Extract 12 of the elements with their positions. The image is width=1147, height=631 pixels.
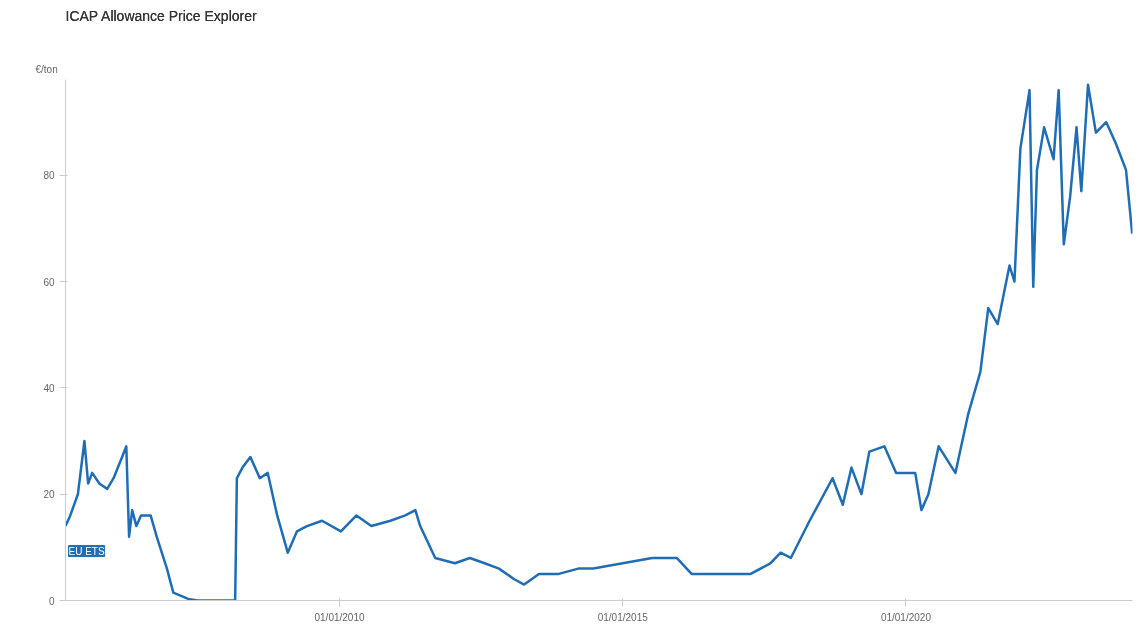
y-tick-label: 40 (43, 382, 55, 394)
y-axis-title: €/ton (35, 63, 58, 75)
x-tick-label: 01/01/2020 (880, 611, 932, 623)
y-tick-label: 60 (43, 276, 55, 288)
series-label: EU ETS (68, 545, 105, 557)
y-tick-label: 20 (43, 489, 55, 501)
line-series (65, 83, 1133, 601)
chart-title: ICAP Allowance Price Explorer (65, 7, 257, 24)
y-tick-label: 0 (48, 595, 55, 607)
x-tick-label: 01/01/2010 (314, 611, 365, 623)
y-tick-label: 80 (43, 170, 55, 182)
x-tick-label: 01/01/2015 (597, 611, 649, 623)
